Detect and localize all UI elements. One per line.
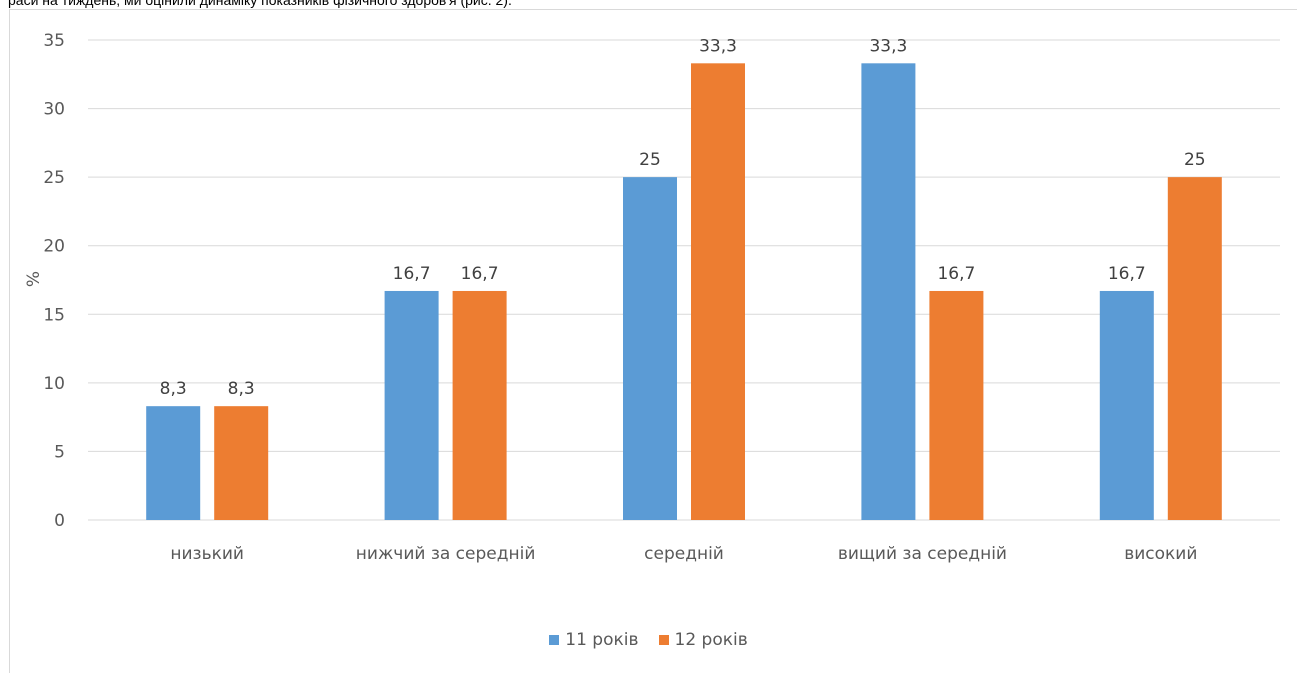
bar-series-2: [691, 63, 745, 521]
legend-swatch-series-1: [549, 635, 560, 645]
bar-series-1: [384, 290, 439, 520]
chart-frame-top-border: [9, 9, 1297, 10]
x-tick-label: вищий за середній: [838, 544, 1007, 564]
y-tick-label: 20: [43, 237, 65, 257]
y-tick-label: 0: [54, 511, 65, 531]
y-tick-label: 5: [54, 442, 65, 462]
chart-frame-left-border: [9, 9, 10, 673]
legend: 11 років 12 років: [0, 630, 1297, 650]
bar-series-1: [1099, 290, 1154, 520]
grid-layer: 0 5 10 15 20 25 30 35: [43, 31, 1280, 531]
data-label-series-2: 33,3: [699, 36, 737, 56]
x-tick-label: високий: [1124, 544, 1197, 564]
bar-series-1: [861, 63, 916, 521]
x-tick-label: середній: [644, 544, 724, 564]
data-label-series-1: 16,7: [393, 264, 431, 284]
bar-layer: [146, 63, 1222, 521]
y-tick-label: 10: [43, 374, 65, 394]
data-label-series-2: 8,3: [228, 379, 255, 399]
legend-label-series-1: 11 років: [565, 630, 639, 650]
label-layer: 8,3 8,3 низький 16,7 16,7 нижчий за середній 2…: [160, 36, 1206, 564]
bar-series-2: [1167, 177, 1222, 520]
bar-series-2: [214, 406, 269, 520]
data-label-series-2: 25: [1184, 150, 1206, 170]
legend-swatch-series-2: [658, 635, 669, 645]
caption-text: раси на тиждень, ми оцінили динаміку пок…: [8, 0, 512, 8]
data-label-series-1: 8,3: [160, 379, 187, 399]
y-tick-label: 25: [43, 168, 65, 188]
x-tick-label: низький: [170, 544, 244, 564]
data-label-series-1: 25: [639, 150, 661, 170]
legend-label-series-2: 12 років: [674, 630, 748, 650]
y-tick-label: 35: [43, 31, 65, 51]
bar-series-1: [623, 177, 677, 520]
legend-item-series-2: 12 років: [658, 630, 748, 650]
y-axis-label: %: [24, 271, 44, 287]
legend-item-series-1: 11 років: [549, 630, 639, 650]
x-tick-label: нижчий за середній: [356, 544, 536, 564]
data-label-series-1: 16,7: [1108, 264, 1146, 284]
data-label-series-2: 16,7: [937, 264, 975, 284]
y-tick-label: 30: [43, 100, 65, 120]
bar-series-1: [146, 406, 201, 520]
y-tick-label: 15: [43, 305, 65, 325]
data-label-series-2: 16,7: [461, 264, 499, 284]
bar-series-2: [929, 290, 984, 520]
bar-series-2: [452, 290, 507, 520]
data-label-series-1: 33,3: [869, 36, 907, 56]
